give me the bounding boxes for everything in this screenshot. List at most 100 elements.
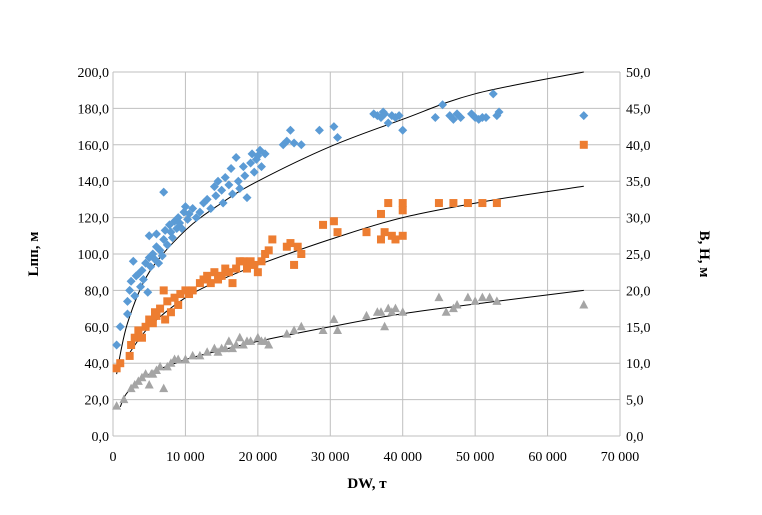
- y-left-tick-label: 180,0: [78, 102, 110, 117]
- data-point-triangle: [398, 307, 408, 316]
- data-point-diamond: [159, 187, 169, 197]
- data-point-diamond: [260, 149, 270, 159]
- data-point-square: [434, 199, 443, 208]
- data-point-diamond: [456, 113, 466, 122]
- data-point-triangle: [141, 369, 151, 378]
- data-point-diamond: [177, 224, 187, 234]
- y-left-tick-label: 100,0: [78, 248, 110, 263]
- y-axis-left-title: Lпп, м: [26, 231, 42, 276]
- data-point-diamond: [211, 191, 221, 201]
- data-point-square: [148, 319, 157, 328]
- data-point-diamond: [233, 176, 243, 186]
- y-left-tick-label: 200,0: [78, 66, 110, 81]
- data-point-square: [398, 231, 407, 240]
- data-point-diamond: [122, 309, 132, 319]
- data-point-square: [333, 228, 342, 237]
- data-point-diamond: [398, 125, 408, 135]
- data-point-triangle: [362, 310, 371, 320]
- data-point-diamond: [138, 274, 148, 284]
- data-point-square: [449, 199, 458, 208]
- data-point-diamond: [154, 258, 164, 268]
- data-point-diamond: [394, 111, 404, 121]
- data-point-square: [253, 268, 262, 277]
- x-tick-label: 50 000: [456, 450, 495, 465]
- data-point-diamond: [494, 107, 504, 117]
- data-point-diamond: [213, 176, 223, 186]
- data-point-square: [242, 264, 251, 273]
- data-point-diamond: [115, 322, 125, 332]
- tick-labels: 0,0 0,0 20,0 5,0 40,0 10,0 60,0 15,0 80,0 20,0 100…: [78, 66, 651, 465]
- data-point-square: [376, 235, 385, 244]
- data-point-triangle: [434, 292, 444, 302]
- data-point-diamond: [438, 100, 448, 110]
- data-point-diamond: [289, 138, 299, 148]
- data-point-square: [217, 271, 226, 280]
- data-point-diamond: [488, 89, 498, 99]
- data-point-square: [398, 199, 407, 208]
- data-point-square: [398, 206, 407, 215]
- data-point-diamond: [296, 140, 306, 150]
- data-point-diamond: [448, 114, 458, 124]
- data-point-diamond: [333, 133, 343, 143]
- data-point-diamond: [217, 185, 227, 195]
- data-point-diamond: [157, 251, 167, 261]
- data-point-square: [203, 271, 212, 280]
- data-point-square: [188, 286, 197, 295]
- data-point-diamond: [329, 122, 339, 132]
- data-point-diamond: [383, 118, 393, 128]
- data-point-diamond: [430, 113, 440, 122]
- data-point-triangle: [195, 350, 205, 360]
- data-point-square: [130, 333, 139, 342]
- data-point-diamond: [112, 340, 122, 350]
- y-left-tick-label: 0,0: [92, 430, 110, 445]
- x-tick-label: 0: [110, 450, 117, 465]
- data-point-triangle: [296, 321, 306, 331]
- data-point-square: [166, 308, 175, 317]
- y-right-tick-label: 10,0: [626, 357, 651, 372]
- y-right-tick-label: 45,0: [626, 102, 651, 117]
- data-point-triangle: [329, 314, 339, 324]
- data-point-square: [380, 228, 389, 237]
- data-point-square: [250, 260, 259, 269]
- data-point-square: [362, 228, 371, 237]
- data-point-diamond: [481, 113, 491, 122]
- data-point-square: [384, 199, 393, 208]
- data-point-square: [125, 351, 134, 360]
- data-point-square: [161, 315, 170, 324]
- data-point-square: [163, 297, 172, 306]
- data-point-square: [319, 220, 328, 229]
- data-point-diamond: [238, 162, 248, 172]
- data-point-diamond: [162, 240, 172, 250]
- data-point-triangle: [333, 325, 343, 334]
- data-point-square: [224, 268, 233, 277]
- data-point-square: [137, 333, 146, 342]
- data-point-diamond: [167, 233, 177, 243]
- data-point-triangle: [202, 347, 212, 356]
- data-point-diamond: [122, 296, 132, 306]
- data-point-diamond: [209, 182, 219, 192]
- data-points: [112, 89, 589, 410]
- data-point-diamond: [380, 109, 390, 119]
- y-left-tick-label: 140,0: [78, 175, 110, 190]
- data-point-square: [463, 199, 472, 208]
- data-point-diamond: [256, 162, 266, 172]
- data-point-diamond: [136, 282, 146, 292]
- y-axis-right-title: B, H, м: [696, 231, 712, 278]
- x-tick-label: 70 000: [601, 450, 640, 465]
- data-point-diamond: [235, 183, 245, 193]
- data-point-diamond: [224, 180, 234, 190]
- data-point-square: [176, 290, 185, 299]
- data-point-diamond: [285, 125, 295, 135]
- trendlines: [116, 71, 584, 408]
- data-point-diamond: [130, 291, 140, 301]
- data-point-square: [232, 264, 241, 273]
- y-right-tick-label: 25,0: [626, 248, 651, 263]
- data-point-square: [152, 311, 161, 320]
- data-point-diamond: [202, 194, 212, 204]
- x-tick-label: 10 000: [166, 450, 205, 465]
- data-point-square: [268, 235, 277, 244]
- data-point-diamond: [143, 287, 153, 297]
- data-point-square: [478, 199, 487, 208]
- trendline: [119, 289, 584, 408]
- data-point-square: [116, 359, 125, 368]
